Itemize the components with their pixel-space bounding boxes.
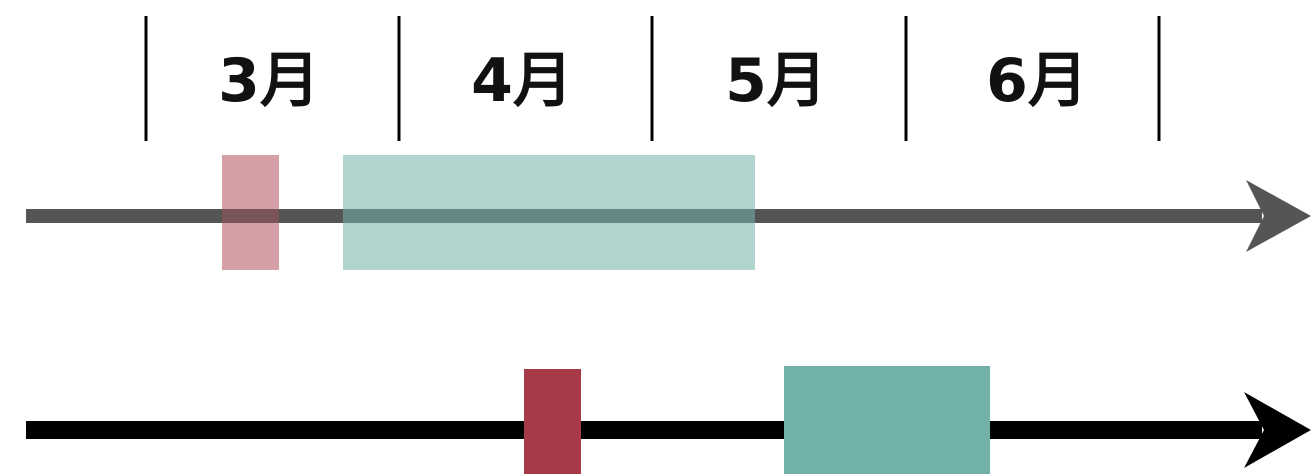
current-teal-block [784, 366, 990, 474]
current-timeline [26, 366, 1311, 474]
past-teal-overlap [343, 209, 755, 223]
month-label-june: 6月 [986, 46, 1088, 116]
past-red-overlap [222, 209, 279, 223]
past-timeline [26, 155, 1311, 270]
month-label-march: 3月 [218, 46, 320, 116]
month-label-april: 4月 [471, 46, 573, 116]
month-label-may: 5月 [725, 46, 827, 116]
current-red-block [524, 369, 581, 474]
